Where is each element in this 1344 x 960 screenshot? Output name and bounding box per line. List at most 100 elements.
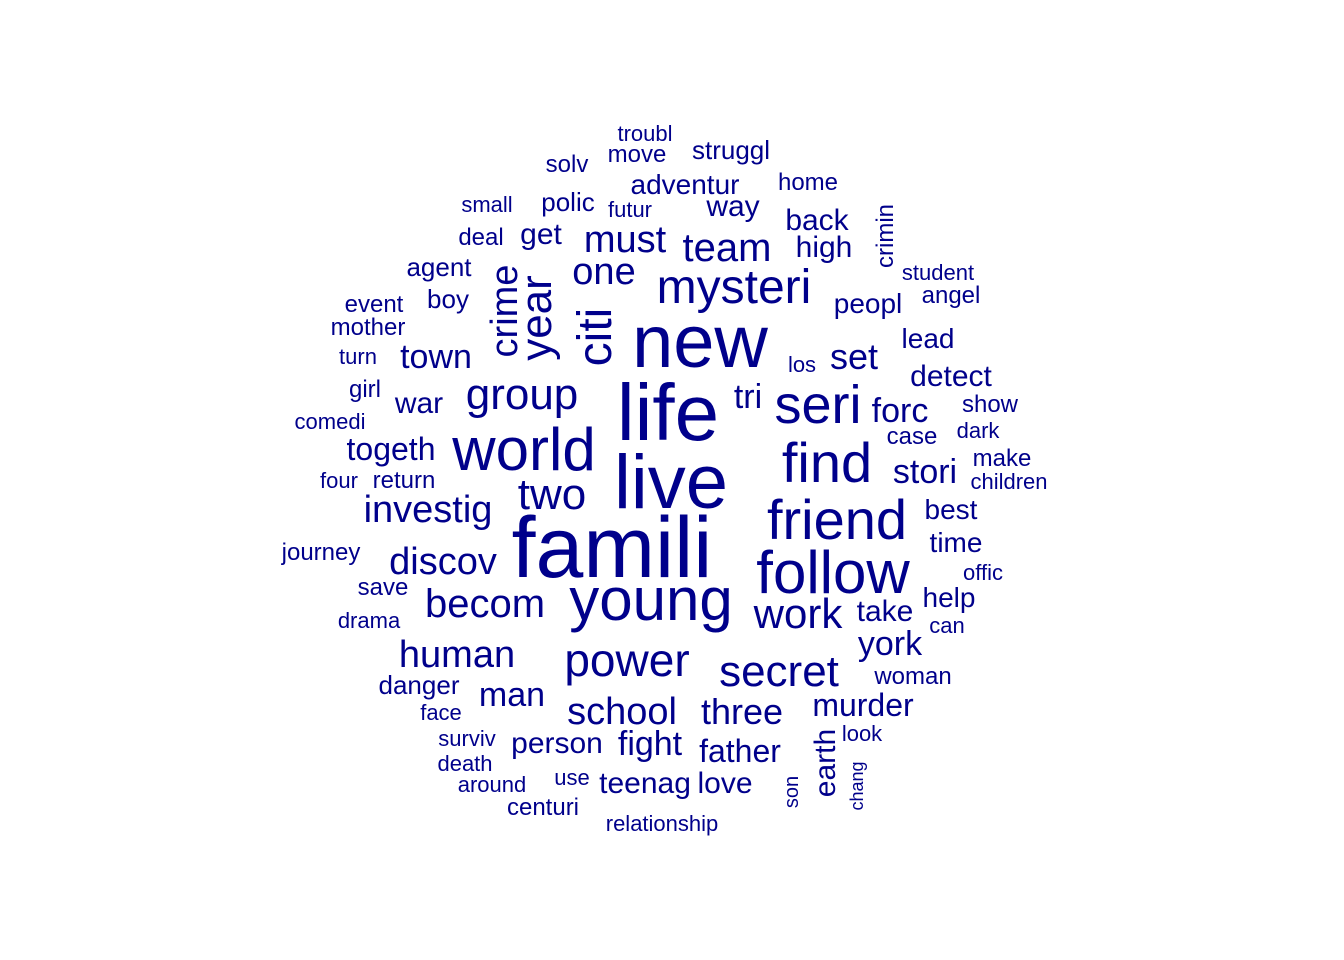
word-war: war	[394, 387, 444, 420]
word-high: high	[795, 231, 853, 264]
word-togeth: togeth	[346, 431, 436, 467]
word-work: work	[753, 590, 843, 637]
word-journey: journey	[281, 539, 361, 566]
word-life: life	[616, 368, 720, 457]
word-use: use	[554, 765, 590, 790]
word-stori: stori	[892, 453, 958, 491]
word-murder: murder	[812, 687, 914, 723]
word-earth: earth	[809, 728, 842, 798]
word-drama: drama	[337, 608, 401, 633]
word-way: way	[706, 190, 760, 223]
word-friend: friend	[766, 488, 908, 551]
word-death: death	[437, 751, 493, 776]
word-help: help	[922, 582, 976, 613]
word-peopl: peopl	[833, 288, 903, 319]
word-around: around	[457, 772, 527, 797]
word-son: son	[781, 775, 803, 809]
word-secret: secret	[719, 647, 839, 696]
word-get: get	[520, 218, 562, 251]
word-new: new	[632, 300, 768, 383]
word-live: live	[613, 440, 729, 525]
word-danger: danger	[378, 670, 460, 700]
word-forc: forc	[871, 392, 929, 430]
word-crimin: crimin	[872, 204, 899, 268]
word-deal: deal	[458, 224, 504, 251]
word-dark: dark	[956, 418, 1000, 443]
word-los: los	[787, 352, 817, 377]
word-love: love	[697, 767, 753, 800]
word-four: four	[320, 468, 358, 493]
word-two: two	[517, 470, 587, 519]
word-turn: turn	[339, 344, 377, 369]
word-take: take	[856, 595, 914, 628]
word-power: power	[564, 634, 690, 686]
word-lead: lead	[901, 323, 955, 354]
word-one: one	[572, 251, 636, 293]
word-york: york	[857, 625, 923, 663]
word-move: move	[607, 141, 667, 168]
word-struggl: struggl	[691, 135, 771, 165]
word-adventur: adventur	[630, 169, 740, 200]
word-time: time	[929, 527, 983, 558]
word-angel: angel	[921, 282, 981, 309]
word-relationship: relationship	[605, 811, 719, 836]
word-comedi: comedi	[294, 409, 366, 434]
word-set: set	[829, 336, 879, 377]
word-back: back	[785, 204, 849, 237]
word-make: make	[972, 445, 1032, 472]
word-man: man	[478, 676, 546, 714]
word-town: town	[400, 338, 472, 376]
word-look: look	[841, 721, 883, 746]
word-team: team	[682, 226, 772, 270]
word-agent: agent	[406, 252, 472, 282]
word-offic: offic	[963, 560, 1003, 585]
word-famili: famili	[511, 500, 713, 596]
word-world: world	[452, 416, 596, 483]
word-becom: becom	[424, 582, 546, 626]
word-can: can	[929, 613, 965, 638]
word-tri: tri	[733, 378, 763, 416]
word-seri: seri	[774, 375, 862, 435]
word-face: face	[420, 700, 462, 725]
word-discov: discov	[389, 541, 497, 583]
word-father: father	[699, 733, 781, 769]
word-boy: boy	[427, 284, 469, 314]
word-person: person	[511, 727, 603, 760]
word-group: group	[465, 370, 579, 419]
word-find: find	[781, 431, 873, 494]
word-mysteri: mysteri	[656, 261, 812, 314]
word-mother: mother	[330, 314, 406, 341]
word-citi: citi	[569, 307, 622, 367]
word-save: save	[357, 574, 409, 601]
word-follow: follow	[756, 539, 910, 606]
word-troubl: troubl	[617, 121, 673, 146]
word-school: school	[567, 691, 677, 733]
word-young: young	[569, 566, 733, 633]
word-must: must	[583, 219, 667, 261]
word-best: best	[924, 494, 978, 525]
word-home: home	[777, 169, 839, 196]
word-teenag: teenag	[599, 767, 691, 800]
word-crime: crime	[484, 264, 526, 358]
word-student: student	[901, 260, 975, 285]
word-three: three	[700, 691, 784, 732]
word-solv: solv	[545, 151, 589, 178]
word-fight: fight	[617, 725, 683, 763]
word-polic: polic	[541, 187, 595, 217]
word-show: show	[961, 391, 1019, 418]
word-small: small	[461, 192, 513, 217]
word-case: case	[886, 423, 938, 450]
word-investig: investig	[363, 489, 493, 531]
word-human: human	[398, 634, 516, 676]
word-detect: detect	[910, 360, 992, 393]
word-futur: futur	[607, 197, 653, 222]
word-chang: chang	[847, 761, 867, 811]
word-girl: girl	[348, 376, 382, 403]
word-event: event	[344, 291, 404, 318]
word-woman: woman	[874, 663, 952, 690]
word-return: return	[372, 467, 436, 494]
word-surviv: surviv	[438, 726, 496, 751]
word-centuri: centuri	[506, 794, 580, 821]
word-children: children	[970, 469, 1048, 494]
